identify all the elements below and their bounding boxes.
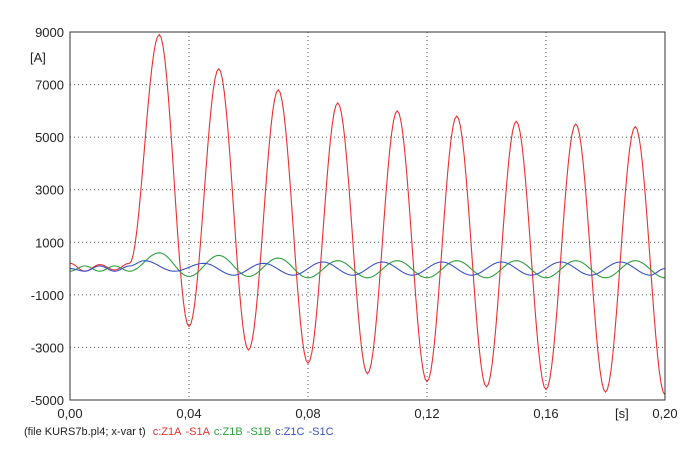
series-line-1 xyxy=(69,33,666,396)
y-tick-label: 5000 xyxy=(35,130,64,145)
x-tick-label: 0,04 xyxy=(176,406,201,421)
x-tick-labels: 0,00 0,04 0,08 0,12 0,16 0,20 xyxy=(57,406,677,421)
legend-entry: -S1A xyxy=(185,426,210,438)
x-tick-label: 0,00 xyxy=(57,406,82,421)
legend-entry: c:Z1A xyxy=(152,426,182,438)
y-axis-unit-label: [A] xyxy=(30,50,46,65)
legend-entry: c:Z1C xyxy=(275,426,305,438)
y-tick-label: 7000 xyxy=(35,78,64,93)
legend-entry: -S1C xyxy=(308,426,334,438)
y-tick-label: 3000 xyxy=(35,183,64,198)
y-tick-labels: 9000 7000 5000 3000 1000 -1000 -3000 -5000 xyxy=(31,25,64,408)
legend: (file KURS7b.pl4; x-var t) c:Z1A -S1A c:Z1… xyxy=(24,426,342,438)
y-tick-label: 9000 xyxy=(35,25,64,40)
legend-entries: c:Z1A -S1A c:Z1B -S1B c:Z1C -S1C xyxy=(153,426,338,438)
x-tick-label: 0,12 xyxy=(414,406,439,421)
x-axis-unit-label: [s] xyxy=(615,406,629,421)
y-tick-label: -3000 xyxy=(31,340,64,355)
y-tick-label: -1000 xyxy=(31,288,64,303)
legend-prefix: (file KURS7b.pl4; x-var t) xyxy=(24,426,146,438)
x-tick-label: 0,16 xyxy=(533,406,558,421)
plot-frame xyxy=(69,31,666,401)
y-tick-label: 1000 xyxy=(35,235,64,250)
series-layer xyxy=(69,33,666,396)
legend-entry: -S1B xyxy=(246,426,272,438)
series-line-2 xyxy=(69,252,666,279)
y-tick-label: -5000 xyxy=(31,393,64,408)
legend-entry: c:Z1B xyxy=(213,426,243,438)
grid-lines xyxy=(69,31,666,401)
x-tick-label: 0,08 xyxy=(295,406,320,421)
series-line-3 xyxy=(69,260,666,276)
x-tick-label: 0,20 xyxy=(652,406,677,421)
